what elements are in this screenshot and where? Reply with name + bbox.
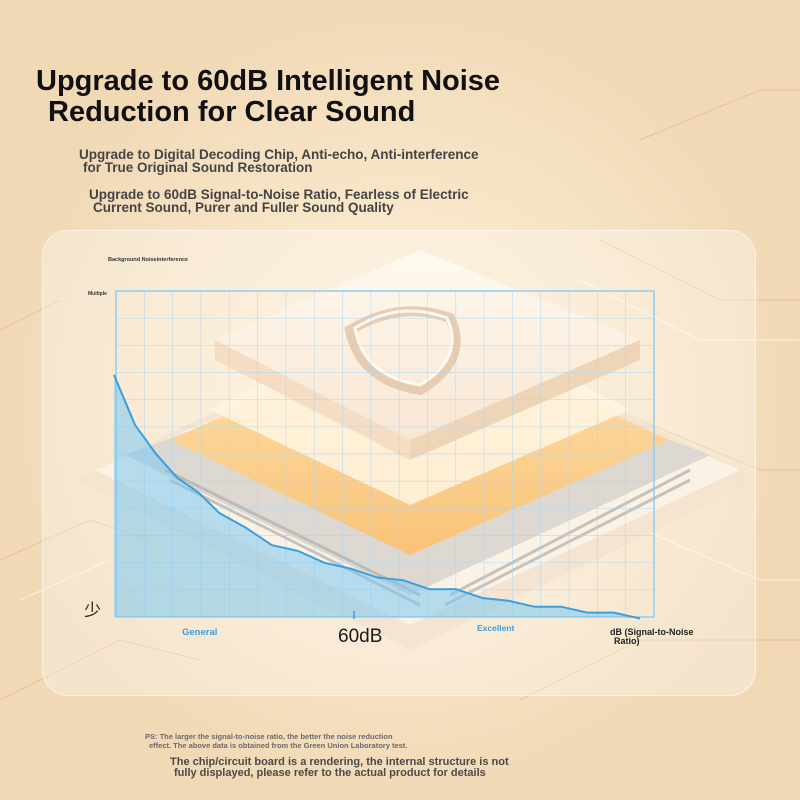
rendering-disclaimer-line-1: The chip/circuit board is a rendering, t… (170, 756, 509, 768)
y-axis-title: Background Noiseinterference (108, 257, 188, 263)
ps-footnote: PS: The larger the signal-to-noise ratio… (145, 732, 505, 750)
page-title: Upgrade to 60dB Intelligent Noise Reduct… (36, 66, 636, 128)
x-unit-label-line-1: dB (Signal-to-Noise (610, 627, 694, 637)
feature-decoding-chip: Upgrade to Digital Decoding Chip, Anti-e… (79, 147, 479, 175)
x-unit-label-line-2: Ratio) (614, 636, 640, 646)
rendering-disclaimer-line-2: fully displayed, please refer to the act… (174, 767, 486, 779)
feature-snr-line-1: Upgrade to 60dB Signal-to-Noise Ratio, F… (89, 187, 469, 202)
x-left-label: General (182, 627, 217, 638)
page-title-line-1: Upgrade to 60dB Intelligent Noise (36, 65, 501, 97)
x-right-label: Excellent (477, 623, 514, 633)
feature-snr-line-2: Current Sound, Purer and Fuller Sound Qu… (93, 200, 394, 215)
noise-curve (113, 374, 641, 620)
y-bottom-label: 少 (84, 601, 101, 621)
feature-decoding-chip-line-1: Upgrade to Digital Decoding Chip, Anti-e… (79, 147, 479, 162)
page-title-line-2: Reduction for Clear Sound (48, 96, 416, 128)
noise-area (114, 374, 640, 619)
feature-snr: Upgrade to 60dB Signal-to-Noise Ratio, F… (89, 187, 469, 215)
rendering-disclaimer: The chip/circuit board is a rendering, t… (170, 757, 590, 779)
x-mid-label: 60dB (338, 626, 382, 647)
ps-footnote-line-1: PS: The larger the signal-to-noise ratio… (145, 732, 393, 741)
chart-grid (116, 291, 654, 617)
y-top-label: Multiple (88, 291, 107, 297)
ps-footnote-line-2: effect. The above data is obtained from … (149, 741, 408, 750)
feature-decoding-chip-line-2: for True Original Sound Restoration (83, 160, 313, 175)
